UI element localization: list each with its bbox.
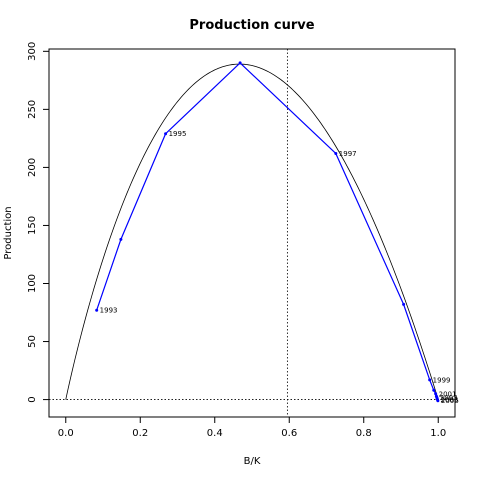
- x-tick-label: 0.4: [207, 428, 223, 439]
- observed-series-line: [96, 62, 439, 401]
- observed-point: [436, 399, 440, 403]
- x-axis-label: B/K: [244, 456, 261, 467]
- observed-point: [434, 392, 438, 396]
- observed-point: [119, 237, 123, 241]
- point-label: 1993: [100, 307, 118, 315]
- model-curve-layer: [65, 63, 439, 400]
- y-axis-label: Production: [3, 206, 14, 259]
- observed-point: [432, 388, 436, 392]
- x-axis: 0.0 0.2 0.4 0.6 0.8 1.0: [58, 416, 446, 439]
- model-curve: [65, 63, 439, 400]
- x-tick-label: 1.0: [430, 428, 446, 439]
- point-label: 2003: [440, 394, 458, 402]
- observed-point: [95, 308, 99, 312]
- y-axis: 0 50 100 150 200 250 300: [27, 42, 50, 403]
- y-tick-label: 200: [27, 158, 38, 177]
- y-tick-label: 150: [27, 216, 38, 235]
- x-tick-label: 0.6: [281, 428, 297, 439]
- x-tick-label: 0.2: [132, 428, 148, 439]
- point-label: 2006: [441, 397, 459, 405]
- y-tick-label: 50: [27, 335, 38, 348]
- y-tick-label: 250: [27, 100, 38, 119]
- plot-frame: [48, 48, 456, 418]
- point-label: 1995: [169, 130, 187, 138]
- y-tick-label: 0: [27, 396, 38, 402]
- point-label: 1999: [433, 376, 451, 384]
- y-tick-label: 300: [27, 42, 38, 61]
- reference-lines: [49, 49, 455, 417]
- point-label: 1997: [339, 150, 357, 158]
- chart-title: Production curve: [189, 18, 314, 33]
- observed-point: [402, 302, 406, 306]
- observed-point: [238, 61, 242, 65]
- x-tick-label: 0.0: [58, 428, 74, 439]
- observed-point: [334, 151, 338, 155]
- point-label: 2001: [439, 390, 457, 398]
- observed-point: [428, 378, 432, 382]
- x-tick-label: 0.8: [356, 428, 372, 439]
- y-tick-label: 100: [27, 274, 38, 293]
- observed-point: [164, 132, 168, 136]
- point-label: 2005: [440, 396, 458, 404]
